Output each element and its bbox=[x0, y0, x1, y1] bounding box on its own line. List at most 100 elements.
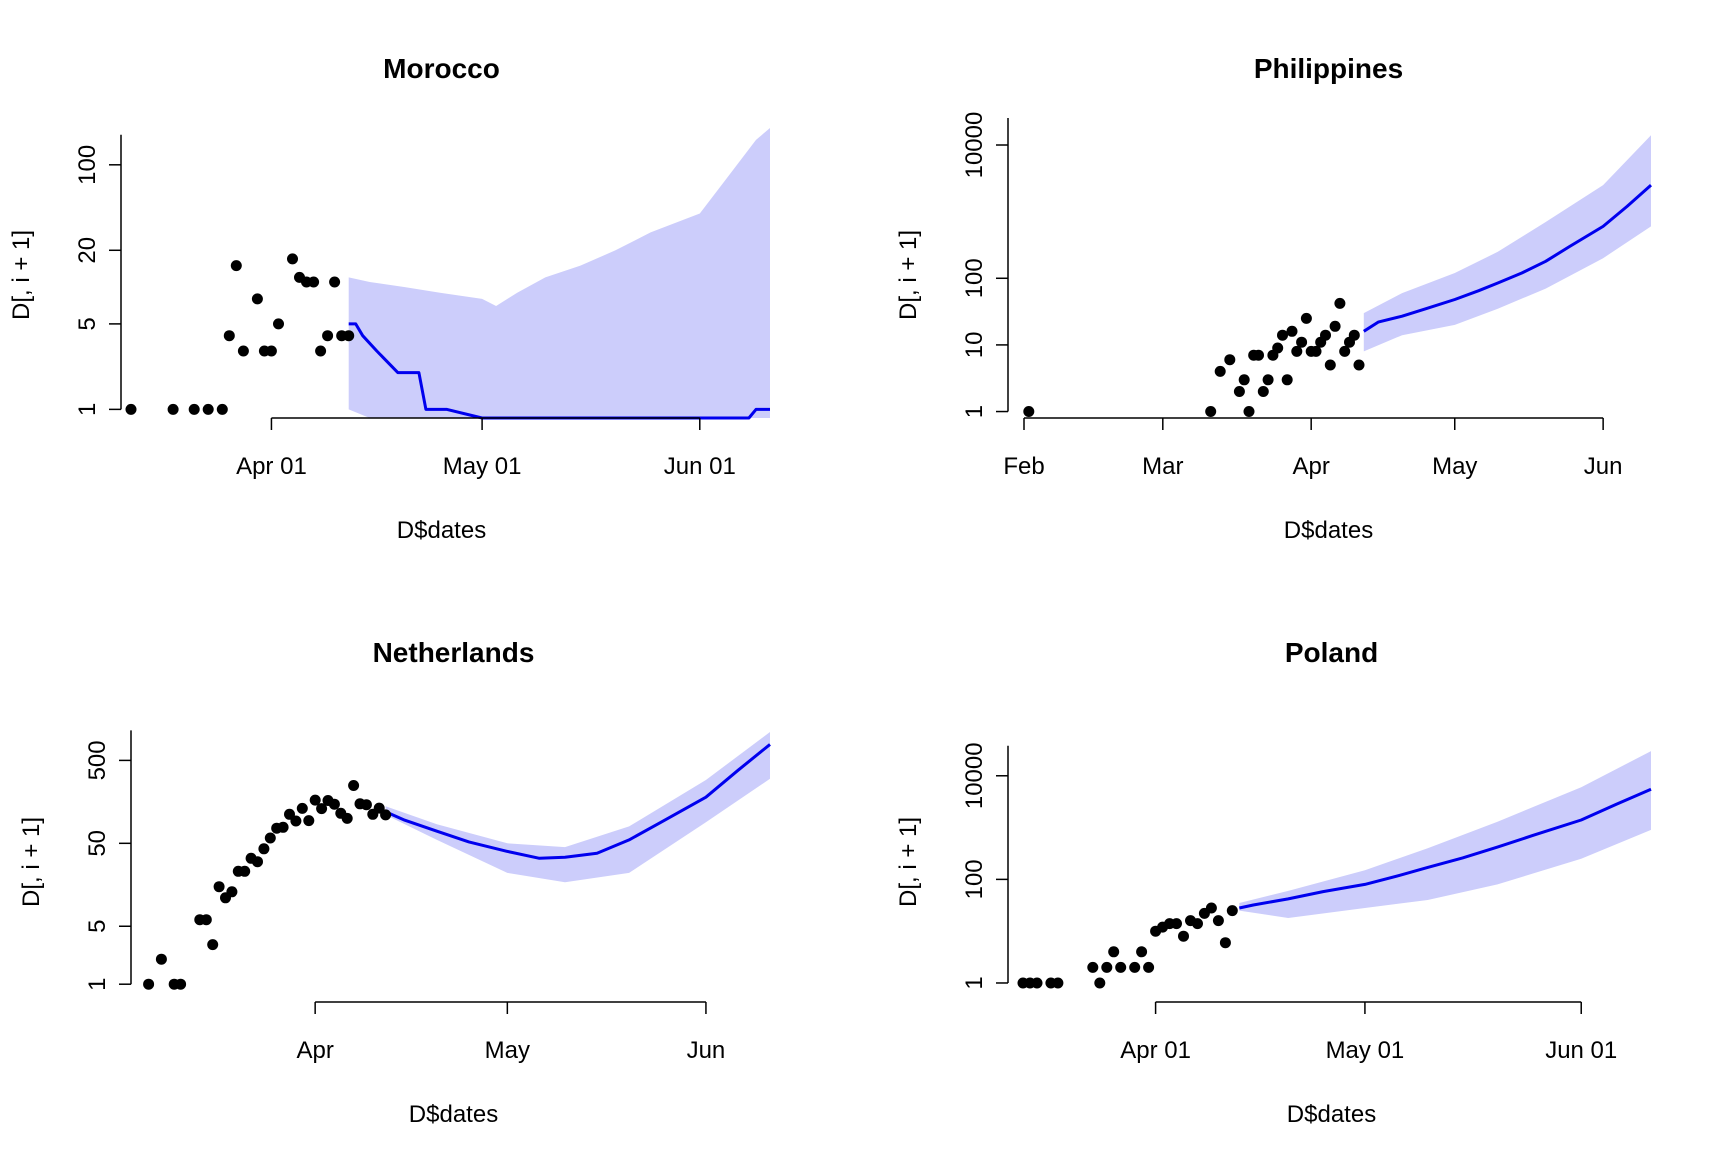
x-axis-label: D$dates bbox=[409, 1101, 498, 1128]
observed-point bbox=[360, 799, 372, 811]
x-tick-label: May bbox=[485, 1037, 530, 1064]
observed-point bbox=[1286, 325, 1298, 337]
observed-point bbox=[143, 978, 155, 990]
forecast-line bbox=[384, 743, 771, 860]
y-axis-label: D[, i + 1] bbox=[18, 817, 45, 907]
observed-point bbox=[1339, 345, 1351, 357]
observed-point bbox=[1136, 946, 1148, 958]
x-tick-label: Jun bbox=[1584, 453, 1623, 480]
x-tick-label: May bbox=[1432, 453, 1477, 480]
y-tick-label: 1 bbox=[961, 405, 988, 418]
panel-title: Poland bbox=[1285, 637, 1378, 668]
observed-point bbox=[1329, 320, 1341, 332]
observed-point bbox=[277, 821, 289, 833]
y-axis-label: D[, i + 1] bbox=[895, 230, 922, 320]
y-tick-label: 5 bbox=[74, 317, 101, 330]
observed-point bbox=[341, 812, 353, 824]
y-tick-label: 10 bbox=[961, 332, 988, 359]
x-tick-label: Apr 01 bbox=[1120, 1037, 1191, 1064]
y-tick-label: 20 bbox=[74, 237, 101, 264]
observed-point bbox=[1143, 961, 1155, 973]
observed-point bbox=[328, 798, 340, 810]
y-tick-label: 500 bbox=[84, 740, 111, 780]
observed-point bbox=[287, 253, 298, 265]
forecast-band bbox=[1363, 135, 1651, 352]
observed-point bbox=[1129, 961, 1141, 973]
forecast-band bbox=[348, 128, 770, 418]
observed-point bbox=[1310, 345, 1322, 357]
observed-point bbox=[309, 794, 321, 806]
observed-point bbox=[1101, 961, 1113, 973]
observed-point bbox=[1171, 918, 1182, 930]
observed-point bbox=[1214, 365, 1226, 377]
x-tick-label: May 01 bbox=[443, 453, 522, 480]
observed-point bbox=[1291, 345, 1303, 357]
observed-point bbox=[329, 276, 341, 288]
observed-point bbox=[1226, 905, 1238, 917]
observed-point bbox=[1212, 915, 1224, 927]
y-tick-label: 100 bbox=[961, 258, 988, 298]
observed-point bbox=[273, 318, 284, 330]
x-tick-label: Apr bbox=[296, 1037, 333, 1064]
panel-title: Morocco bbox=[383, 53, 500, 84]
observed-point bbox=[1233, 386, 1245, 397]
x-tick-label: May 01 bbox=[1326, 1037, 1405, 1064]
observed-point bbox=[1023, 406, 1035, 417]
observed-point bbox=[230, 260, 242, 272]
observed-point bbox=[175, 978, 187, 990]
observed-point bbox=[348, 780, 360, 791]
observed-point bbox=[290, 815, 302, 827]
observed-point bbox=[239, 865, 251, 877]
observed-point bbox=[251, 293, 263, 305]
y-tick-label: 10000 bbox=[961, 112, 988, 179]
observed-point bbox=[202, 403, 214, 415]
y-tick-label: 1 bbox=[84, 978, 111, 991]
forecast-line bbox=[1362, 183, 1652, 333]
observed-point bbox=[188, 403, 200, 415]
observed-point bbox=[343, 330, 355, 342]
observed-point bbox=[380, 809, 392, 821]
y-axis-label: D[, i + 1] bbox=[895, 817, 922, 907]
panel-morocco: 1 5 20 100 Apr 01 May 01 Jun 01 Morocco D$dates D… bbox=[8, 53, 770, 544]
x-axis-label: D$dates bbox=[397, 517, 486, 544]
observed-point bbox=[1192, 918, 1203, 930]
observed-point bbox=[1257, 386, 1269, 397]
y-tick-label: 1 bbox=[961, 976, 988, 989]
forecast-band bbox=[1239, 751, 1651, 918]
observed-point bbox=[1262, 374, 1274, 386]
observed-point bbox=[296, 802, 308, 814]
observed-point bbox=[1320, 329, 1331, 341]
y-tick-label: 100 bbox=[961, 859, 988, 899]
observed-point bbox=[237, 345, 249, 357]
observed-point bbox=[223, 330, 235, 342]
observed-point bbox=[1087, 961, 1099, 973]
observed-point bbox=[1205, 902, 1217, 914]
y-tick-label: 10000 bbox=[961, 742, 988, 809]
observed-point bbox=[1178, 930, 1189, 942]
observed-point bbox=[258, 843, 270, 855]
observed-point bbox=[1334, 297, 1346, 309]
observed-point bbox=[265, 345, 277, 357]
observed-point bbox=[1031, 977, 1043, 989]
panel-poland: 1 100 10000 Apr 01 May 01 Jun 01 Poland D$dates… bbox=[895, 637, 1652, 1128]
panel-title: Netherlands bbox=[373, 637, 535, 668]
observed-point bbox=[1052, 977, 1064, 989]
observed-point bbox=[1094, 977, 1106, 989]
panel-netherlands: 1 5 50 500 Apr May Jun Netherlands D$dates D[, i … bbox=[18, 637, 771, 1128]
observed-point bbox=[1353, 359, 1365, 371]
forecast-line bbox=[1238, 787, 1652, 910]
x-tick-label: Jun 01 bbox=[1545, 1037, 1617, 1064]
observed-point bbox=[1115, 961, 1127, 973]
observed-point bbox=[1108, 946, 1120, 958]
x-axis-label: D$dates bbox=[1284, 517, 1373, 544]
y-axis-label: D[, i + 1] bbox=[8, 230, 35, 320]
observed-point bbox=[308, 276, 320, 288]
observed-point bbox=[1224, 354, 1236, 366]
y-tick-label: 5 bbox=[84, 920, 111, 933]
x-tick-label: Apr 01 bbox=[236, 453, 307, 480]
observed-point bbox=[264, 832, 276, 844]
forecast-line bbox=[348, 322, 770, 420]
observed-point bbox=[226, 886, 238, 898]
x-tick-label: Mar bbox=[1142, 453, 1183, 480]
